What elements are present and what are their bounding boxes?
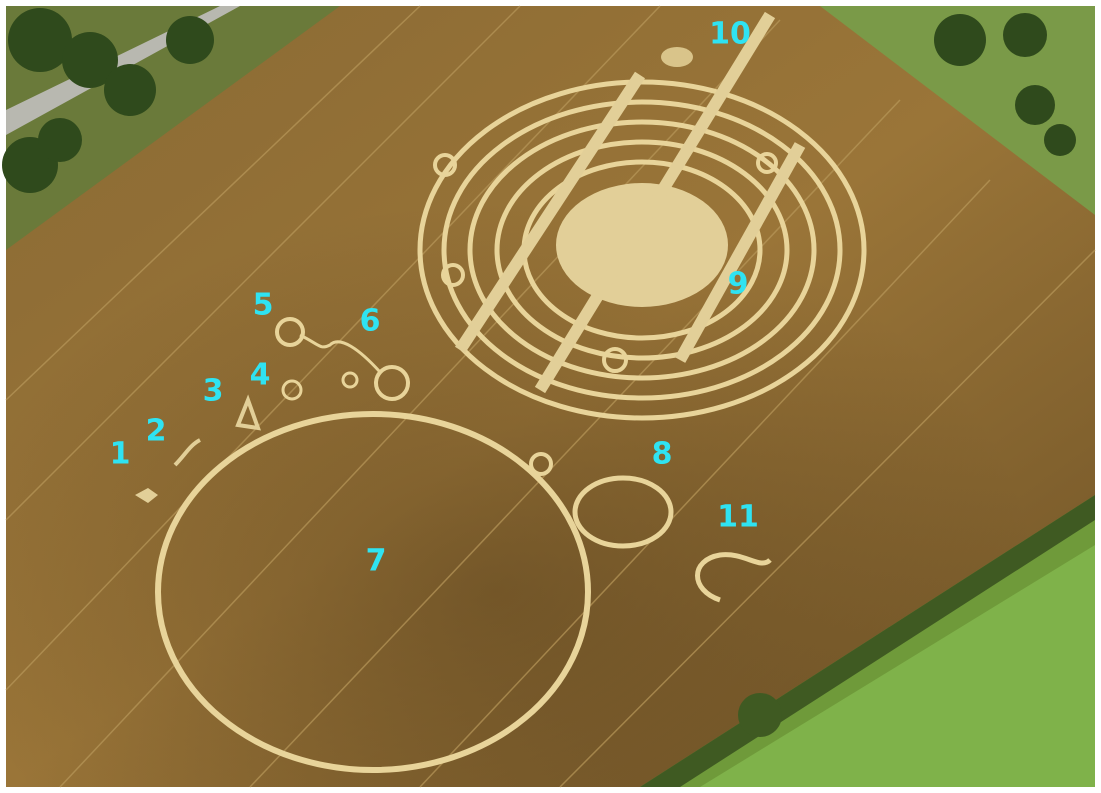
aerial-photo: 1234567891011 xyxy=(0,0,1101,793)
figure-label: 3 xyxy=(203,374,224,409)
crop-dot xyxy=(661,47,693,67)
crop-center xyxy=(556,183,728,307)
figure-label: 10 xyxy=(709,17,751,52)
page: 1234567891011 (() => { const data = JSON… xyxy=(0,0,1101,793)
figure-label: 6 xyxy=(360,304,381,339)
figure-label: 11 xyxy=(717,500,759,535)
figure-label: 5 xyxy=(253,288,274,323)
figure-label: 1 xyxy=(110,437,131,472)
figure-label: 7 xyxy=(366,544,387,579)
tree xyxy=(738,693,782,737)
figure-label: 8 xyxy=(652,437,673,472)
figure-label: 4 xyxy=(250,358,271,393)
figure-label: 9 xyxy=(728,267,749,302)
figure-label: 2 xyxy=(146,414,167,449)
